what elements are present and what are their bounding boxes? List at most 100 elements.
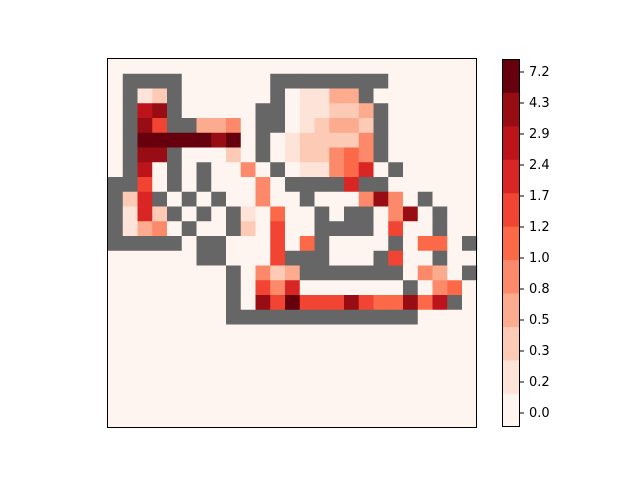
wall-cell [462,236,478,252]
heat-cell [211,398,227,414]
heat-cell [358,236,374,252]
wall-cell [358,206,374,222]
heat-cell [329,236,345,252]
heat-cell [299,280,315,296]
heat-cell [270,265,286,281]
wall-cell [226,309,242,325]
wall-cell [373,147,389,163]
colorbar-frame [502,59,520,427]
heat-cell [122,250,138,266]
heat-cell [388,103,404,119]
heat-cell [270,280,286,296]
heat-cell [255,162,271,178]
wall-cell [226,280,242,296]
wall-cell [167,147,183,163]
heat-cell [137,103,153,119]
heat-cell [329,354,345,370]
heat-cell [240,295,256,311]
heat-cell [137,383,153,399]
heat-cell [137,339,153,355]
heat-cell [388,413,404,429]
heat-cell [226,354,242,370]
heat-cell [285,265,301,281]
heat-cell [417,177,433,193]
heat-cell [285,221,301,237]
heat-cell [403,368,419,384]
heat-cell [329,162,345,178]
heat-cell [388,398,404,414]
heat-cell [108,103,124,119]
heat-cell [181,309,197,325]
heat-cell [270,221,286,237]
heat-cell [122,398,138,414]
heat-cell [152,413,168,429]
heat-cell [314,59,330,75]
heat-cell [388,59,404,75]
heat-cell [299,59,315,75]
colorbar-segment [502,192,520,227]
heat-cell [226,383,242,399]
colorbar-segment [502,326,520,361]
heat-cell [403,88,419,104]
heat-cell [285,368,301,384]
heat-cell [388,177,404,193]
wall-cell [240,309,256,325]
heat-cell [226,339,242,355]
heat-cell [403,118,419,134]
heat-cell [358,324,374,340]
heat-cell [240,88,256,104]
heat-cell [403,354,419,370]
colorbar-tick-label: 1.2 [529,220,550,235]
wall-cell [299,191,315,207]
wall-cell [447,295,463,311]
heat-cell [196,88,212,104]
wall-cell [314,309,330,325]
heat-cell [403,177,419,193]
heat-cell [299,324,315,340]
wall-cell [122,132,138,148]
heat-cell [285,206,301,222]
heat-cell [373,413,389,429]
colorbar-segment [502,59,520,93]
heat-cell [388,339,404,355]
heat-cell [167,132,183,148]
heat-cell [447,413,463,429]
wall-cell [314,221,330,237]
wall-cell [403,309,419,325]
heat-cell [329,250,345,266]
heat-cell [137,162,153,178]
heat-cell [358,132,374,148]
heat-cell [270,191,286,207]
heat-cell [255,206,271,222]
heat-cell [373,59,389,75]
heat-cell [462,354,478,370]
heat-cell [462,88,478,104]
heat-cell [329,383,345,399]
heat-cell [388,280,404,296]
wall-cell [388,236,404,252]
heat-cell [329,103,345,119]
heat-cell [226,398,242,414]
heat-cell [388,221,404,237]
colorbar-tick-label: 0.8 [529,282,550,297]
heat-cell [403,236,419,252]
heat-cell [285,339,301,355]
heat-cell [447,177,463,193]
heat-cell [432,413,448,429]
heat-cell [270,177,286,193]
wall-cell [344,309,360,325]
wall-cell [122,147,138,163]
wall-cell [388,309,404,325]
heat-cell [447,250,463,266]
heat-cell [240,354,256,370]
heat-cell [403,295,419,311]
heat-cell [285,88,301,104]
heat-cell [358,354,374,370]
heat-cell [211,324,227,340]
heat-cell [122,309,138,325]
heat-cell [167,413,183,429]
heat-cell [137,118,153,134]
heat-cell [152,324,168,340]
heat-cell [240,177,256,193]
heat-cell [358,118,374,134]
